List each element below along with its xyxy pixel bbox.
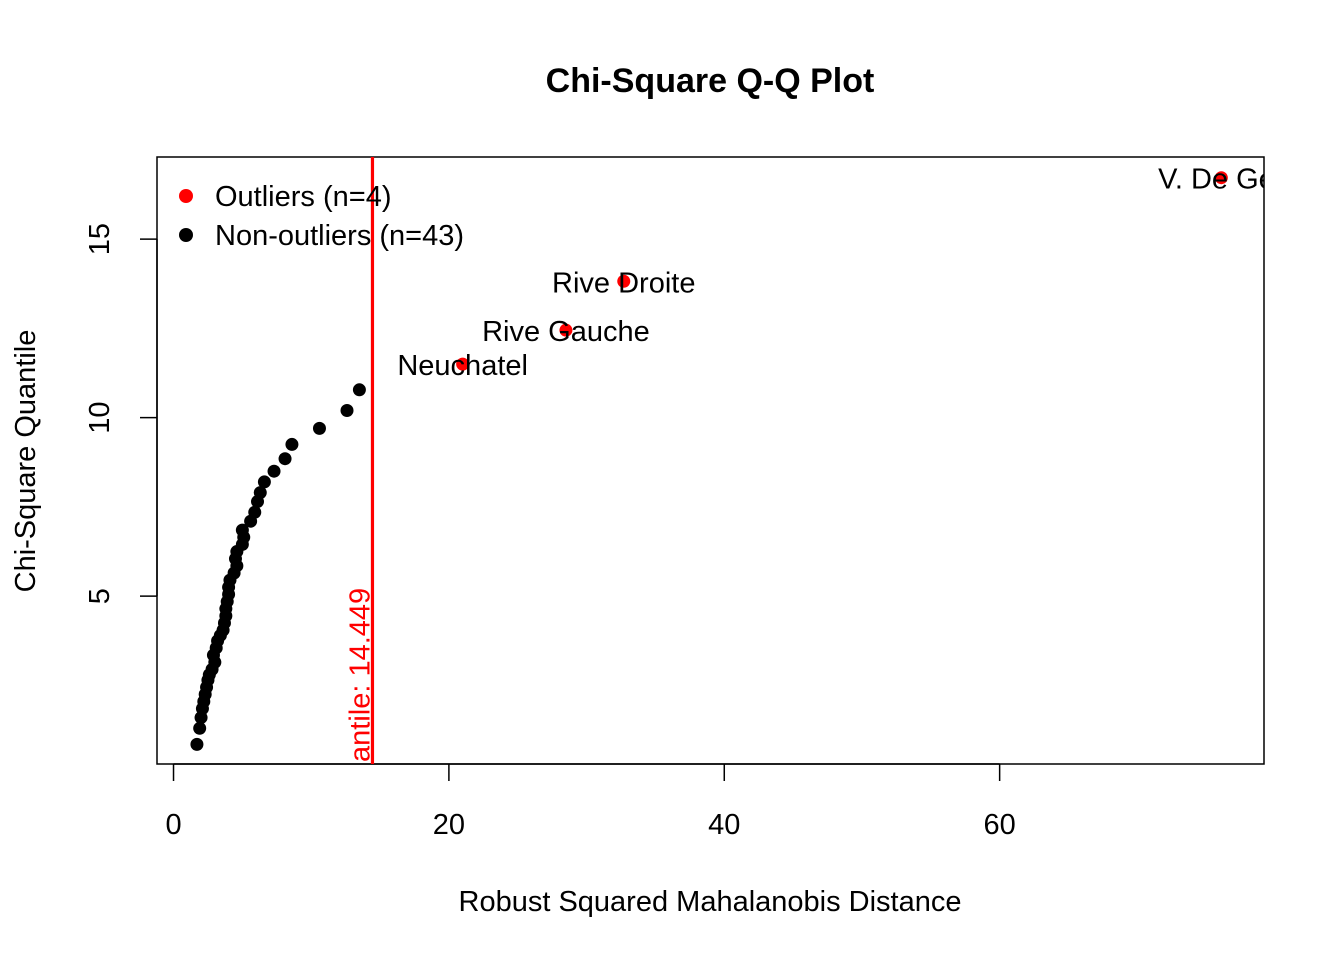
non-outlier-point xyxy=(340,404,354,418)
non-outlier-point xyxy=(312,421,326,435)
x-tick-label: 40 xyxy=(708,809,740,841)
chart-title: Chi-Square Q-Q Plot xyxy=(546,62,875,100)
y-tick-label: 10 xyxy=(84,402,116,434)
point-label: Rive Droite xyxy=(552,267,695,299)
x-tick-label: 60 xyxy=(984,809,1016,841)
cutoff-line-group: antile: 14.449 xyxy=(344,157,376,764)
point-label: Neuchatel xyxy=(397,350,528,382)
points-layer xyxy=(190,171,1228,751)
non-outlier-point xyxy=(190,737,204,751)
point-label: V. De Ger xyxy=(1158,164,1285,196)
x-axis-title: Robust Squared Mahalanobis Distance xyxy=(459,886,962,918)
non-outlier-point xyxy=(235,523,249,537)
outlier-point xyxy=(456,357,470,371)
point-label: Rive Gauche xyxy=(482,316,650,348)
non-outlier-point xyxy=(352,383,366,397)
x-tick-label: 0 xyxy=(165,809,181,841)
cutoff-label: antile: 14.449 xyxy=(344,588,376,762)
outlier-point xyxy=(617,274,631,288)
legend-label: Non-outliers (n=43) xyxy=(215,220,464,252)
non-outlier-point xyxy=(248,505,262,519)
x-axis: 0 20 40 60 xyxy=(165,763,1016,841)
y-axis: 5 10 15 xyxy=(84,223,158,604)
non-outlier-point xyxy=(193,721,207,735)
y-tick-label: 15 xyxy=(84,223,116,255)
non-outlier-point xyxy=(267,464,281,478)
outlier-point xyxy=(1214,171,1228,185)
outlier-point xyxy=(559,323,573,337)
legend: Outliers (n=4) Non-outliers (n=43) xyxy=(179,181,464,252)
x-tick-label: 20 xyxy=(433,809,465,841)
legend-marker xyxy=(179,189,193,203)
legend-label: Outliers (n=4) xyxy=(215,181,391,213)
y-axis-title: Chi-Square Quantile xyxy=(10,330,42,593)
non-outlier-point xyxy=(253,486,267,500)
legend-marker xyxy=(179,228,193,242)
non-outlier-point xyxy=(278,452,292,466)
non-outlier-point xyxy=(285,437,299,451)
non-outlier-point xyxy=(257,475,271,489)
y-tick-label: 5 xyxy=(84,588,116,604)
